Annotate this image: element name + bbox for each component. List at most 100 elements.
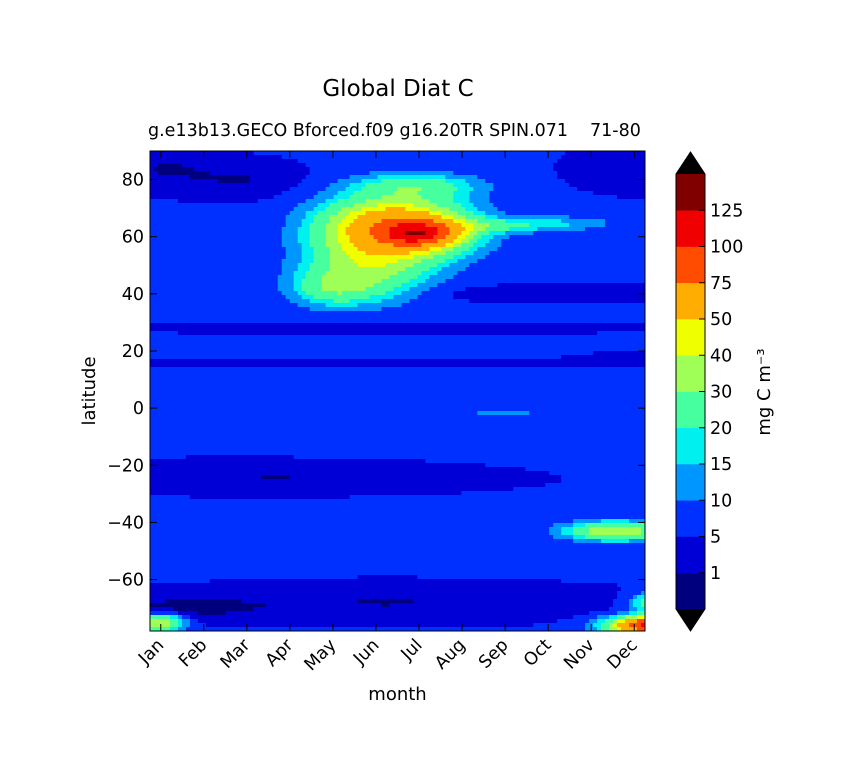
field-cell [413, 211, 418, 216]
field-cell [445, 255, 450, 260]
field-cell [189, 275, 195, 280]
field-cell [437, 255, 442, 260]
field-cell [269, 295, 275, 300]
field-cell [421, 215, 426, 220]
field-cell [321, 271, 327, 276]
field-cell [389, 235, 394, 240]
field-cell [613, 247, 618, 252]
field-cell [321, 167, 327, 172]
field-cell [305, 263, 311, 268]
field-cell [157, 307, 163, 312]
field-cell [329, 263, 335, 268]
field-cell [373, 235, 378, 240]
field-cell [381, 151, 386, 156]
field-cell [153, 171, 159, 176]
field-cell [193, 287, 199, 292]
field-cell [573, 219, 578, 224]
field-cell [345, 303, 351, 308]
field-cell [557, 259, 562, 264]
field-cell [565, 183, 570, 188]
field-cell [233, 283, 239, 288]
field-cell [265, 259, 271, 264]
field-cell [225, 211, 231, 216]
field-cell [589, 287, 594, 292]
field-cell [433, 299, 438, 304]
field-cell [253, 275, 259, 280]
field-cell [349, 151, 355, 156]
field-cell [329, 279, 335, 284]
field-cell [169, 239, 175, 244]
field-cell [413, 199, 418, 204]
field-cell [521, 195, 526, 200]
field-cell [249, 187, 255, 192]
field-cell [377, 227, 382, 232]
field-cell [581, 215, 586, 220]
field-cell [421, 295, 426, 300]
field-cell [233, 243, 239, 248]
field-cell [425, 235, 430, 240]
field-cell [197, 291, 203, 296]
field-cell [257, 303, 263, 308]
field-cell [637, 255, 642, 260]
field-cell [545, 267, 550, 272]
field-cell [401, 243, 406, 248]
field-cell [229, 283, 235, 288]
field-cell [173, 267, 179, 272]
field-cell [233, 231, 239, 236]
field-cell [289, 267, 295, 272]
field-cell [353, 207, 359, 212]
field-cell [577, 195, 582, 200]
field-cell [217, 155, 223, 160]
field-cell [329, 171, 335, 176]
field-cell [277, 163, 283, 168]
field-cell [621, 211, 626, 216]
field-cell [213, 299, 219, 304]
field-cell [561, 151, 566, 156]
field-cell [297, 195, 303, 200]
field-cell [329, 251, 335, 256]
field-cell [457, 187, 462, 192]
field-cell [150, 239, 155, 244]
field-cell [277, 255, 283, 260]
field-cell [217, 235, 223, 240]
field-cell [181, 311, 187, 316]
field-cell [609, 247, 614, 252]
field-cell [501, 227, 506, 232]
field-cell [489, 195, 494, 200]
field-cell [497, 183, 502, 188]
field-cell [461, 175, 466, 180]
field-cell [641, 259, 646, 264]
field-cell [213, 171, 219, 176]
field-cell [209, 247, 215, 252]
field-cell [273, 223, 279, 228]
field-cell [381, 247, 386, 252]
field-cell [477, 307, 482, 312]
field-cell [261, 255, 267, 260]
field-cell [405, 183, 410, 188]
field-cell [497, 227, 502, 232]
field-cell [249, 203, 255, 208]
field-cell [437, 171, 442, 176]
field-cell [605, 247, 610, 252]
field-cell [517, 259, 522, 264]
field-cell [209, 183, 215, 188]
field-cell [389, 291, 394, 296]
field-cell [521, 243, 526, 248]
field-cell [205, 291, 211, 296]
field-cell [469, 231, 474, 236]
field-cell [625, 279, 630, 284]
field-cell [489, 167, 494, 172]
field-cell [505, 287, 510, 292]
field-cell [505, 187, 510, 192]
field-cell [501, 291, 506, 296]
field-cell [617, 159, 622, 164]
field-cell [325, 199, 331, 204]
field-cell [545, 187, 550, 192]
field-cell [609, 251, 614, 256]
field-cell [549, 195, 554, 200]
field-cell [185, 167, 191, 172]
field-cell [177, 211, 183, 216]
field-cell [633, 307, 638, 312]
field-cell [385, 167, 390, 172]
field-cell [417, 239, 422, 244]
